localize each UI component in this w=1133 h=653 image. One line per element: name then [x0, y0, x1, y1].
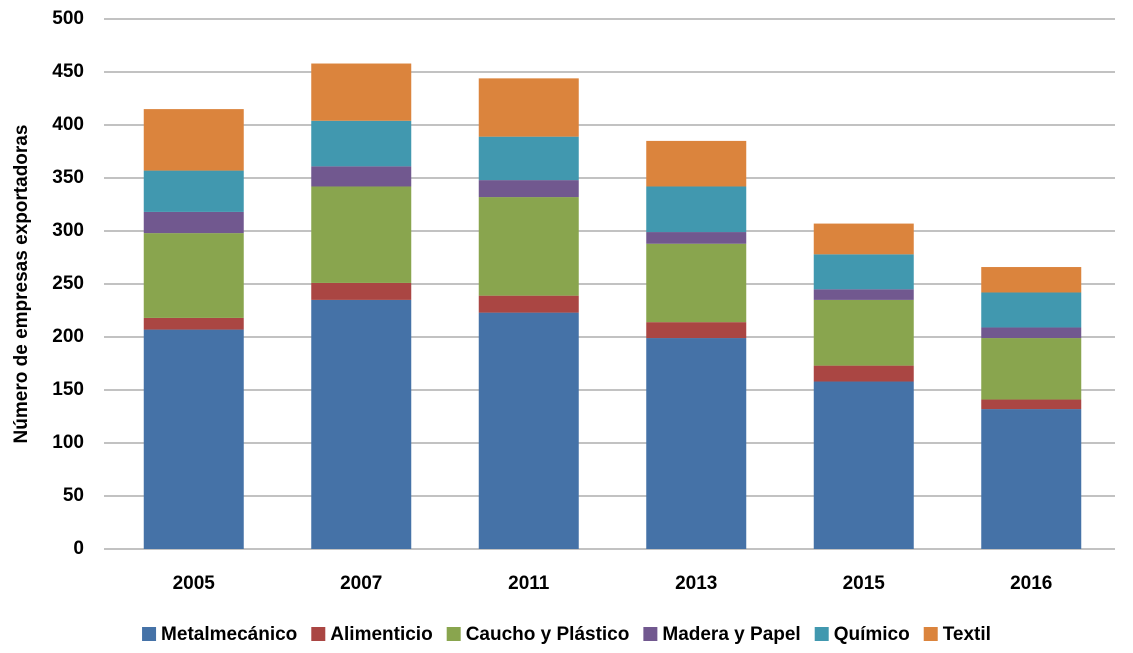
bar-segment	[311, 120, 412, 167]
x-tick-label: 2015	[843, 573, 886, 594]
y-tick-label: 450	[52, 61, 84, 82]
y-tick-label: 50	[63, 485, 84, 506]
y-tick-label: 100	[52, 432, 84, 453]
bar-segment	[143, 233, 244, 318]
bar-segment	[981, 292, 1082, 328]
bar-segment	[981, 409, 1082, 549]
legend-swatch	[311, 627, 326, 641]
bar-segment	[646, 186, 747, 233]
bar-segment	[646, 338, 747, 549]
y-tick-label: 250	[52, 273, 84, 294]
bar-segment	[311, 186, 412, 283]
bar-segment	[311, 299, 412, 549]
bar-segment	[981, 399, 1082, 410]
bar-segment	[813, 289, 914, 300]
bar-segment	[478, 197, 579, 296]
y-tick-label: 0	[73, 538, 84, 559]
bar-segment	[311, 166, 412, 187]
bar-segment	[981, 267, 1082, 293]
bar-segment	[981, 338, 1082, 400]
legend-label: Textil	[943, 624, 991, 645]
y-tick-label: 500	[52, 8, 84, 29]
bar-segment	[478, 312, 579, 549]
legend-label: Químico	[834, 624, 910, 645]
bar-segment	[478, 78, 579, 137]
x-tick-label: 2013	[675, 573, 717, 594]
legend-swatch	[446, 627, 461, 641]
bar-segment	[646, 140, 747, 187]
bar-segment	[813, 254, 914, 290]
bar-segment	[478, 136, 579, 181]
y-tick-label: 300	[52, 220, 84, 241]
bar-segment	[311, 63, 412, 121]
bar-segment	[143, 170, 244, 212]
x-tick-label: 2007	[340, 573, 382, 594]
y-tick-label: 400	[52, 114, 84, 135]
y-axis-label: Número de empresas exportadoras	[11, 125, 32, 444]
bar-segment	[813, 365, 914, 382]
y-tick-label: 200	[52, 326, 84, 347]
legend: Metalmecánico Alimenticio Caucho y Plástic…	[142, 624, 991, 645]
bar-segment	[311, 282, 412, 300]
legend-label: Caucho y Plástico	[466, 624, 630, 645]
legend-label: Madera y Papel	[662, 624, 800, 645]
bar-segment	[646, 322, 747, 339]
bar-segment	[143, 317, 244, 330]
legend-label: Metalmecánico	[161, 624, 297, 645]
bar-segment	[143, 211, 244, 234]
x-tick-label: 2005	[173, 573, 216, 594]
legend-swatch	[814, 627, 829, 641]
bar-segment	[646, 232, 747, 244]
bar-segment	[981, 327, 1082, 339]
y-tick-label: 350	[52, 167, 84, 188]
bar-segment	[143, 329, 244, 549]
bar-segment	[478, 180, 579, 198]
legend-label: Alimenticio	[330, 624, 432, 645]
legend-swatch	[643, 627, 658, 641]
x-tick-label: 2011	[508, 573, 550, 594]
bar-segment	[813, 299, 914, 366]
x-tick-label: 2016	[1010, 573, 1052, 594]
legend-swatch	[142, 627, 157, 641]
bar-segment	[813, 381, 914, 549]
legend-swatch	[923, 627, 938, 641]
bar-segment	[478, 295, 579, 313]
bar-segment	[143, 109, 244, 171]
bar-segment	[646, 243, 747, 323]
bar-segment	[813, 223, 914, 255]
y-tick-label: 150	[52, 379, 84, 400]
